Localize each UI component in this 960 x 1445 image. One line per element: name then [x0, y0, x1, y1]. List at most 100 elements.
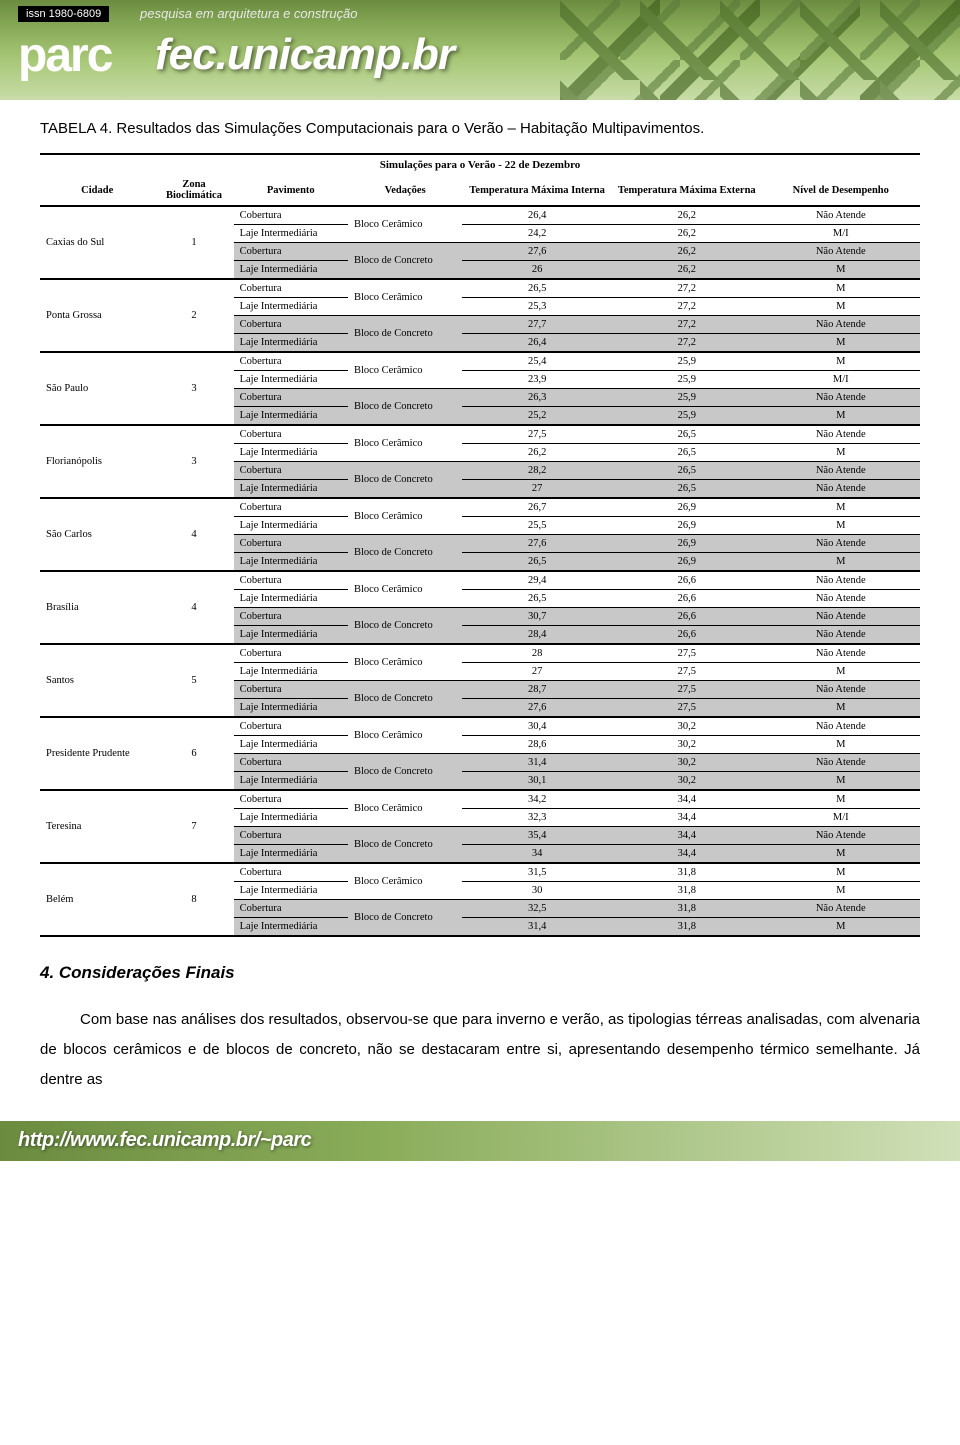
nivel-cell: M — [762, 261, 920, 280]
temp-ext-cell: 30,2 — [612, 754, 762, 772]
city-cell: São Carlos — [40, 498, 154, 571]
th-tmi: Temperatura Máxima Interna — [462, 175, 612, 206]
pavimento-cell: Laje Intermediária — [234, 517, 348, 535]
pavimento-cell: Cobertura — [234, 790, 348, 809]
temp-int-cell: 26,2 — [462, 444, 612, 462]
nivel-cell: M — [762, 863, 920, 882]
temp-int-cell: 26,3 — [462, 389, 612, 407]
city-cell: São Paulo — [40, 352, 154, 425]
temp-int-cell: 30,7 — [462, 608, 612, 626]
temp-ext-cell: 26,5 — [612, 462, 762, 480]
temp-int-cell: 27 — [462, 663, 612, 681]
pavimento-cell: Cobertura — [234, 571, 348, 590]
temp-ext-cell: 34,4 — [612, 827, 762, 845]
nivel-cell: Não Atende — [762, 425, 920, 444]
vedacoes-cell: Bloco de Concreto — [348, 243, 462, 280]
vedacoes-cell: Bloco Cerâmico — [348, 790, 462, 827]
pavimento-cell: Laje Intermediária — [234, 225, 348, 243]
temp-int-cell: 25,3 — [462, 298, 612, 316]
vedacoes-cell: Bloco Cerâmico — [348, 425, 462, 462]
temp-int-cell: 27,6 — [462, 535, 612, 553]
zone-cell: 4 — [154, 571, 233, 644]
temp-int-cell: 34 — [462, 845, 612, 864]
pavimento-cell: Cobertura — [234, 279, 348, 298]
pavimento-cell: Laje Intermediária — [234, 809, 348, 827]
temp-int-cell: 26,7 — [462, 498, 612, 517]
temp-int-cell: 27,7 — [462, 316, 612, 334]
nivel-cell: M — [762, 699, 920, 718]
temp-ext-cell: 31,8 — [612, 882, 762, 900]
pavimento-cell: Laje Intermediária — [234, 590, 348, 608]
temp-int-cell: 30,4 — [462, 717, 612, 736]
table-row: Caxias do Sul1CoberturaBloco Cerâmico26,… — [40, 206, 920, 225]
temp-ext-cell: 31,8 — [612, 918, 762, 937]
table-row: Florianópolis3CoberturaBloco Cerâmico27,… — [40, 425, 920, 444]
temp-int-cell: 31,4 — [462, 754, 612, 772]
vedacoes-cell: Bloco Cerâmico — [348, 644, 462, 681]
table-row: Brasília4CoberturaBloco Cerâmico29,426,6… — [40, 571, 920, 590]
section-paragraph: Com base nas análises dos resultados, ob… — [40, 1005, 920, 1095]
nivel-cell: M — [762, 736, 920, 754]
temp-ext-cell: 27,2 — [612, 298, 762, 316]
temp-int-cell: 30,1 — [462, 772, 612, 791]
vedacoes-cell: Bloco de Concreto — [348, 462, 462, 499]
temp-ext-cell: 27,2 — [612, 279, 762, 298]
temp-ext-cell: 26,6 — [612, 571, 762, 590]
footer-banner: http://www.fec.unicamp.br/~parc — [0, 1121, 960, 1161]
vedacoes-cell: Bloco Cerâmico — [348, 352, 462, 389]
table-row: Santos5CoberturaBloco Cerâmico2827,5Não … — [40, 644, 920, 663]
pavimento-cell: Cobertura — [234, 681, 348, 699]
temp-ext-cell: 27,2 — [612, 334, 762, 353]
temp-ext-cell: 27,2 — [612, 316, 762, 334]
temp-ext-cell: 30,2 — [612, 772, 762, 791]
zone-cell: 2 — [154, 279, 233, 352]
pavimento-cell: Laje Intermediária — [234, 444, 348, 462]
header-banner: issn 1980-6809 pesquisa em arquitetura e… — [0, 0, 960, 100]
pavimento-cell: Laje Intermediária — [234, 699, 348, 718]
temp-int-cell: 28,7 — [462, 681, 612, 699]
nivel-cell: Não Atende — [762, 462, 920, 480]
zone-cell: 5 — [154, 644, 233, 717]
vedacoes-cell: Bloco Cerâmico — [348, 279, 462, 316]
pavimento-cell: Cobertura — [234, 754, 348, 772]
temp-ext-cell: 26,9 — [612, 535, 762, 553]
vedacoes-cell: Bloco de Concreto — [348, 900, 462, 937]
nivel-cell: Não Atende — [762, 590, 920, 608]
temp-int-cell: 31,4 — [462, 918, 612, 937]
temp-ext-cell: 31,8 — [612, 863, 762, 882]
vedacoes-cell: Bloco de Concreto — [348, 316, 462, 353]
pavimento-cell: Cobertura — [234, 535, 348, 553]
pavimento-cell: Laje Intermediária — [234, 553, 348, 572]
pavimento-cell: Cobertura — [234, 425, 348, 444]
table-subtitle: Simulações para o Verão - 22 de Dezembro — [40, 154, 920, 175]
nivel-cell: Não Atende — [762, 754, 920, 772]
temp-int-cell: 28 — [462, 644, 612, 663]
vedacoes-cell: Bloco de Concreto — [348, 608, 462, 645]
zone-cell: 7 — [154, 790, 233, 863]
temp-ext-cell: 34,4 — [612, 809, 762, 827]
temp-ext-cell: 26,2 — [612, 206, 762, 225]
nivel-cell: M/I — [762, 225, 920, 243]
nivel-cell: Não Atende — [762, 243, 920, 261]
temp-int-cell: 26,5 — [462, 279, 612, 298]
pavimento-cell: Laje Intermediária — [234, 626, 348, 645]
th-cidade: Cidade — [40, 175, 154, 206]
temp-int-cell: 26,5 — [462, 590, 612, 608]
temp-ext-cell: 26,5 — [612, 425, 762, 444]
temp-ext-cell: 25,9 — [612, 407, 762, 426]
temp-int-cell: 26 — [462, 261, 612, 280]
temp-ext-cell: 25,9 — [612, 389, 762, 407]
city-cell: Brasília — [40, 571, 154, 644]
city-cell: Florianópolis — [40, 425, 154, 498]
vedacoes-cell: Bloco de Concreto — [348, 535, 462, 572]
nivel-cell: Não Atende — [762, 681, 920, 699]
pavimento-cell: Cobertura — [234, 243, 348, 261]
nivel-cell: M — [762, 279, 920, 298]
nivel-cell: M — [762, 845, 920, 864]
nivel-cell: M — [762, 352, 920, 371]
city-cell: Belém — [40, 863, 154, 936]
pavimento-cell: Cobertura — [234, 644, 348, 663]
nivel-cell: M — [762, 882, 920, 900]
nivel-cell: M — [762, 553, 920, 572]
table-row: São Paulo3CoberturaBloco Cerâmico25,425,… — [40, 352, 920, 371]
